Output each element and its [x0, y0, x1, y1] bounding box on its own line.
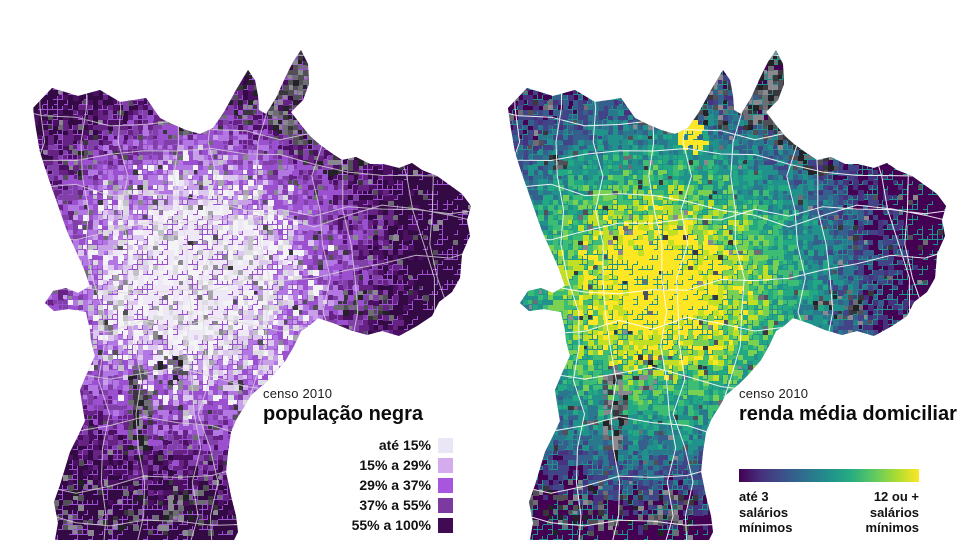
populacao-negra-legend: censo 2010 população negra até 15% 15% a…: [263, 386, 453, 537]
legend-swatch: [438, 457, 453, 473]
legend-swatch: [438, 497, 453, 513]
scale-min-label: até 3 salários mínimos: [739, 489, 793, 535]
renda-media-legend: censo 2010 renda média domiciliar até 3 …: [739, 386, 957, 535]
populacao-negra-map: [33, 50, 471, 540]
legend-label: 55% a 100%: [351, 517, 431, 534]
legend-row: 55% a 100%: [263, 517, 453, 533]
left-map-subtitle: censo 2010: [263, 386, 333, 401]
legend-swatch: [438, 517, 453, 533]
right-map-subtitle: censo 2010: [739, 386, 809, 401]
legend-label: até 15%: [378, 437, 431, 454]
legend-class-rows: até 15% 15% a 29% 29% a 37% 37% a 55% 55…: [263, 437, 453, 533]
legend-swatch: [438, 477, 453, 493]
right-map-title: renda média domiciliar: [739, 403, 957, 426]
legend-row: 15% a 29%: [263, 457, 453, 473]
gradient-labels: até 3 salários mínimos 12 ou + salários …: [739, 489, 919, 535]
scale-max-label: 12 ou + salários mínimos: [865, 489, 919, 535]
legend-label: 37% a 55%: [359, 497, 431, 514]
left-map-title: população negra: [263, 403, 424, 426]
legend-label: 15% a 29%: [359, 457, 431, 474]
legend-label: 29% a 37%: [359, 477, 431, 494]
legend-row: até 15%: [263, 437, 453, 453]
legend-row: 37% a 55%: [263, 497, 453, 513]
renda-media-map: [508, 50, 946, 540]
income-gradient-bar: [739, 469, 919, 483]
legend-swatch: [438, 437, 453, 453]
legend-row: 29% a 37%: [263, 477, 453, 493]
